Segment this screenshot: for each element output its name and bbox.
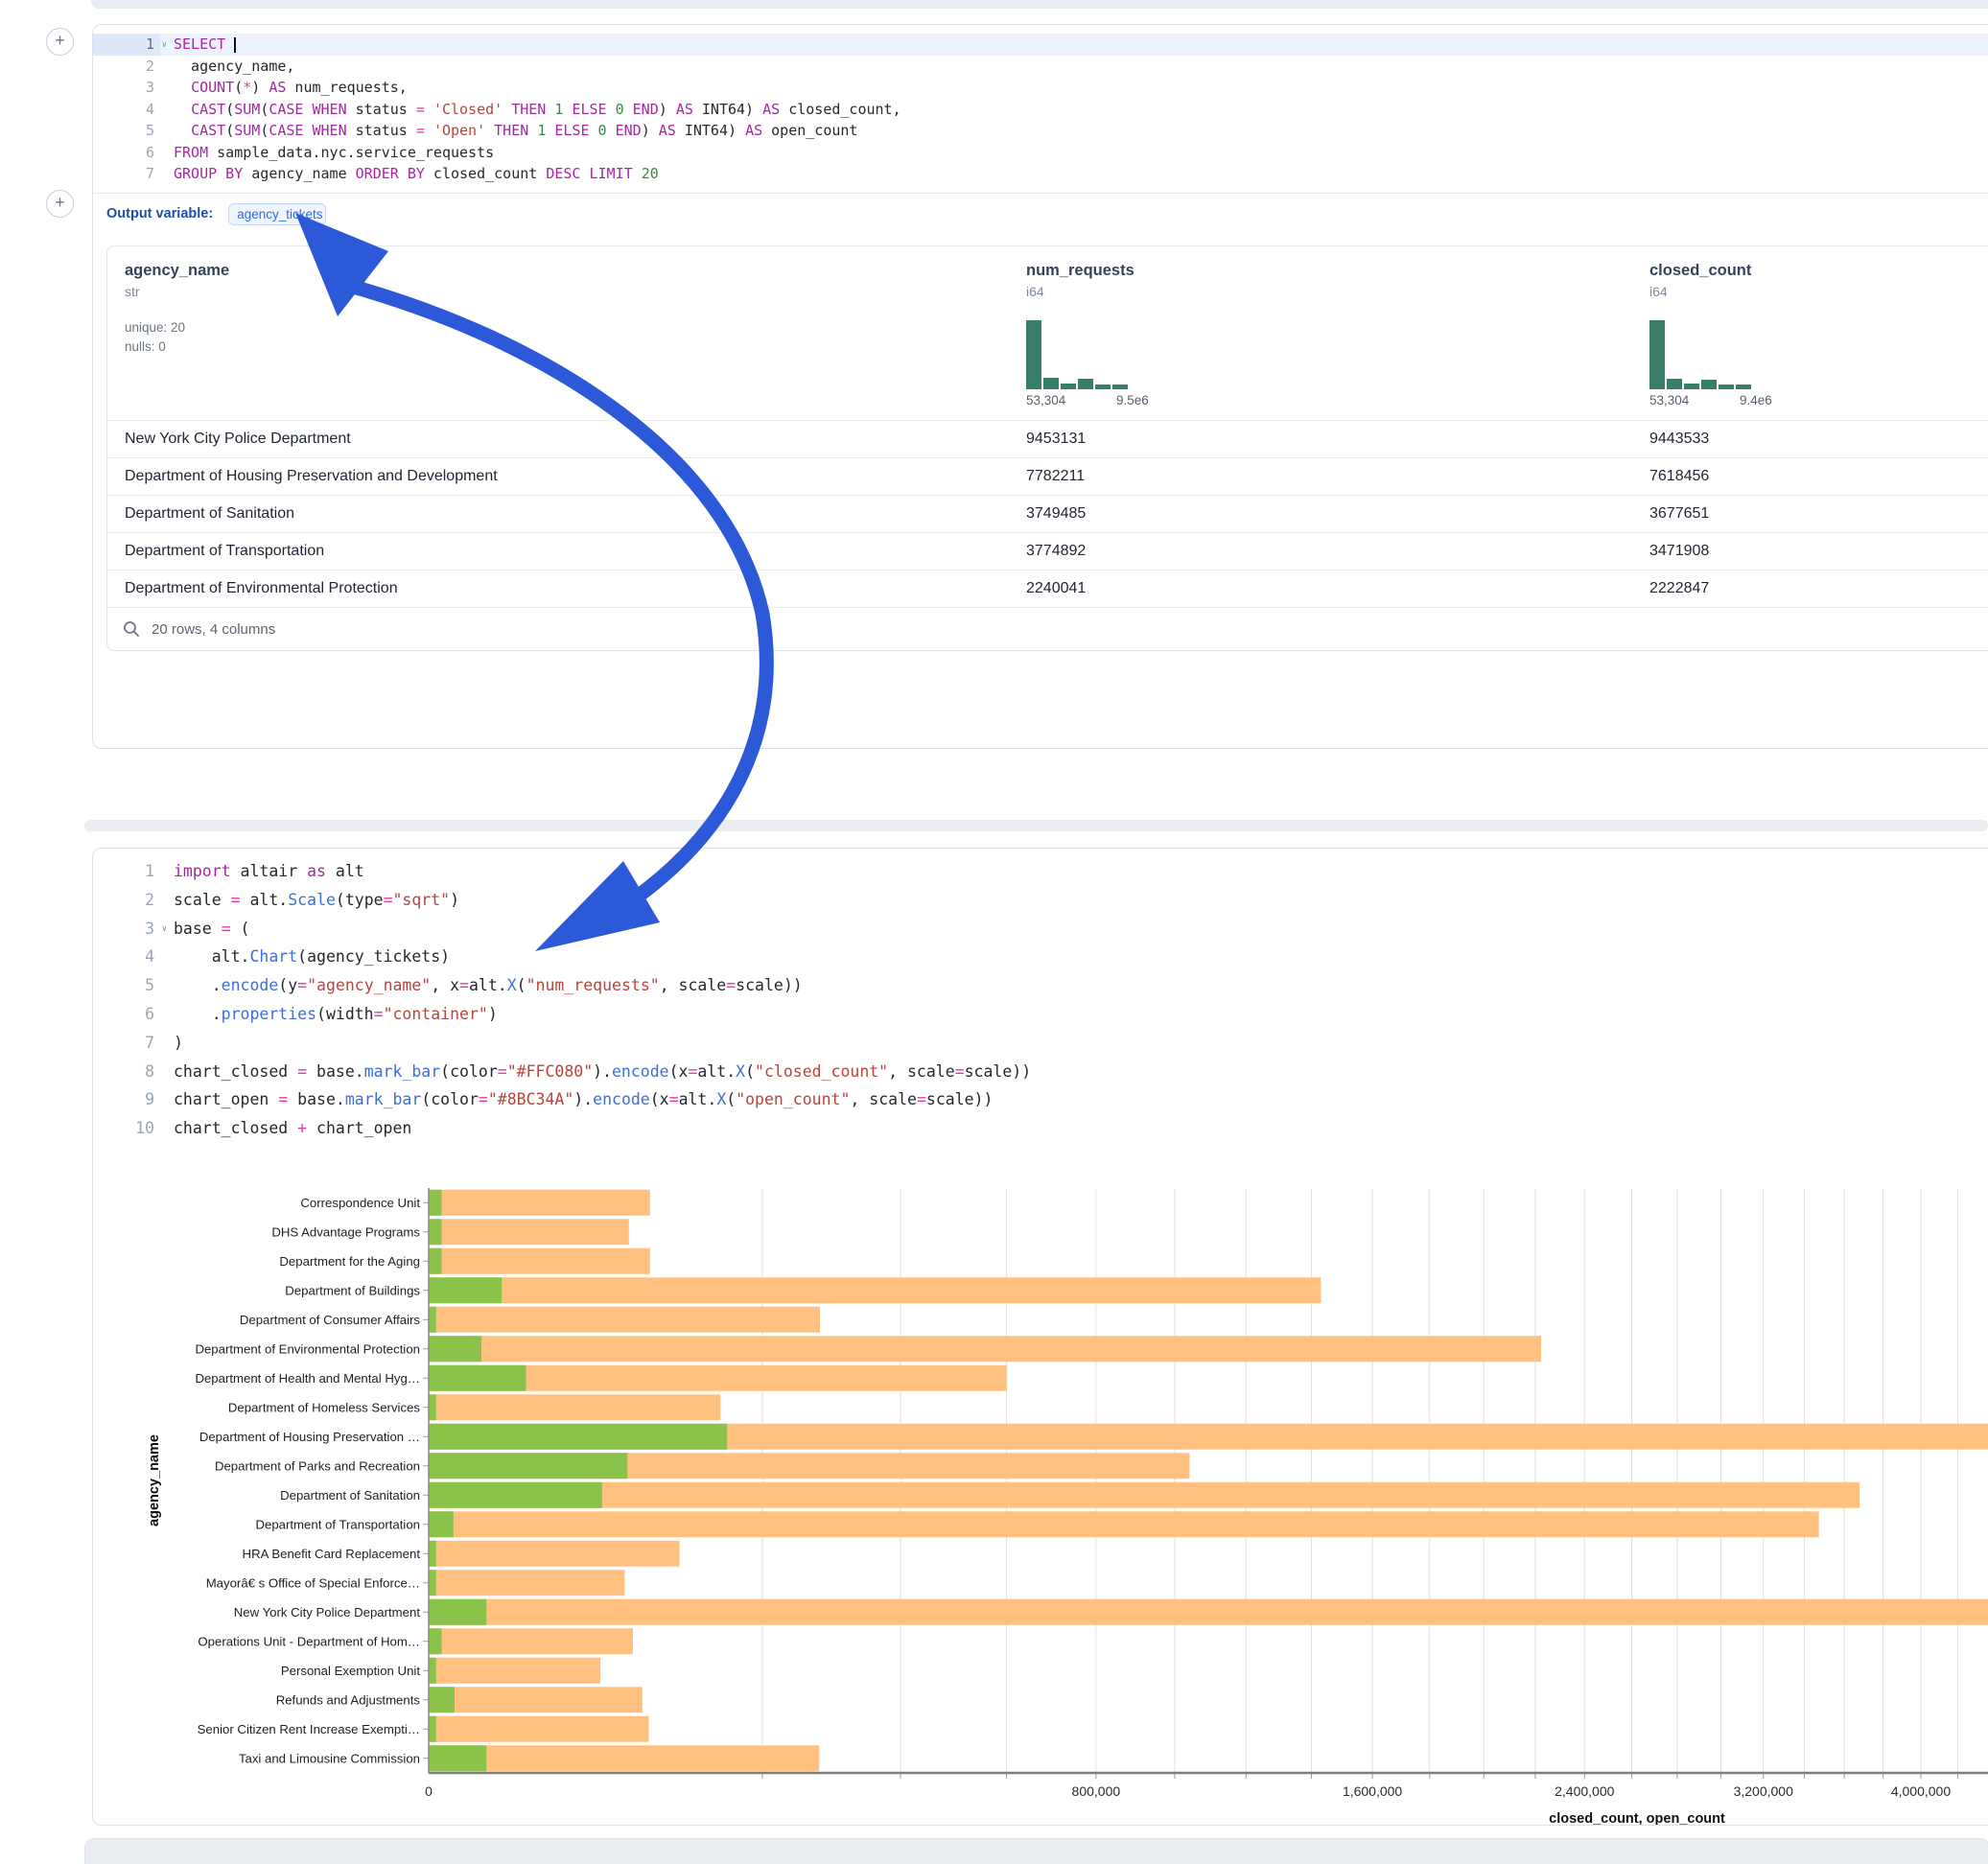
code-line[interactable]: 2 agency_name, xyxy=(93,56,1988,78)
code-line[interactable]: 6 .properties(width="container") xyxy=(93,1000,1988,1029)
output-variable-label: Output variable: xyxy=(106,206,213,221)
column-histogram xyxy=(1649,320,1988,389)
svg-text:Department of Consumer Affairs: Department of Consumer Affairs xyxy=(240,1313,421,1327)
column-type: str xyxy=(125,284,1009,299)
column-header[interactable]: agency_namestr unique: 20nulls: 0 xyxy=(107,246,1009,421)
svg-text:DHS Advantage Programs: DHS Advantage Programs xyxy=(271,1224,420,1239)
svg-text:Taxi and Limousine Commission: Taxi and Limousine Commission xyxy=(239,1751,420,1765)
add-cell-button-output[interactable]: + xyxy=(46,190,74,218)
svg-text:Department of Environmental Pr: Department of Environmental Protection xyxy=(195,1341,420,1356)
code-line[interactable]: 3∨base = ( xyxy=(93,915,1988,944)
svg-text:agency_name: agency_name xyxy=(147,1434,162,1526)
histogram-range-labels: 53,3049.5e6 xyxy=(1026,393,1199,410)
collapse-caret-icon[interactable]: ∨ xyxy=(162,916,167,944)
python-cell: 1import altair as alt2scale = alt.Scale(… xyxy=(92,848,1988,1826)
column-histogram xyxy=(1026,320,1632,389)
python-editor[interactable]: 1import altair as alt2scale = alt.Scale(… xyxy=(93,849,1988,1143)
table-row[interactable]: Department of Housing Preservation and D… xyxy=(107,458,1988,496)
svg-text:New York City Police Departmen: New York City Police Department xyxy=(234,1605,421,1619)
code-line[interactable]: 2scale = alt.Scale(type="sqrt") xyxy=(93,886,1988,915)
histogram-range-labels: 53,3049.4e6 xyxy=(1649,393,1822,410)
output-variable-row: Output variable: agency_tickets xyxy=(93,193,1988,234)
column-name: agency_name xyxy=(125,262,1009,280)
svg-text:Refunds and Adjustments: Refunds and Adjustments xyxy=(276,1692,421,1707)
svg-text:800,000: 800,000 xyxy=(1072,1783,1121,1799)
code-line[interactable]: 6FROM sample_data.nyc.service_requests xyxy=(93,142,1988,164)
column-type: i64 xyxy=(1026,284,1632,299)
svg-text:Department of Parks and Recrea: Department of Parks and Recreation xyxy=(215,1458,420,1473)
svg-text:3,200,000: 3,200,000 xyxy=(1734,1783,1793,1799)
column-header[interactable]: closed_count i64 53,3049.4e6 xyxy=(1632,246,1988,421)
svg-text:2,400,000: 2,400,000 xyxy=(1555,1783,1614,1799)
table-row[interactable]: Department of Environmental Protection22… xyxy=(107,571,1988,608)
svg-text:Correspondence Unit: Correspondence Unit xyxy=(300,1196,420,1210)
table-row[interactable]: Department of Sanitation37494853677651 xyxy=(107,496,1988,533)
code-line[interactable]: 3 COUNT(*) AS num_requests, xyxy=(93,77,1988,99)
code-line[interactable]: 7GROUP BY agency_name ORDER BY closed_co… xyxy=(93,163,1988,185)
code-line[interactable]: 1import altair as alt xyxy=(93,857,1988,886)
svg-text:Operations Unit - Department o: Operations Unit - Department of Hom… xyxy=(198,1634,420,1648)
chart-output: Correspondence Unit DHS Advantage Program… xyxy=(93,1165,1988,1825)
code-line[interactable]: 8chart_closed = base.mark_bar(color="#FF… xyxy=(93,1058,1988,1086)
sql-cell: 1∨SELECT 2 agency_name,3 COUNT(*) AS num… xyxy=(92,24,1988,749)
svg-text:Department of Health and Menta: Department of Health and Mental Hyg… xyxy=(195,1371,420,1386)
column-type: i64 xyxy=(1649,284,1988,299)
column-name: closed_count xyxy=(1649,262,1988,280)
svg-text:Personal Exemption Unit: Personal Exemption Unit xyxy=(281,1664,420,1678)
code-line[interactable]: 9chart_open = base.mark_bar(color="#8BC3… xyxy=(93,1085,1988,1114)
row-column-count: 20 rows, 4 columns xyxy=(152,621,275,638)
column-name: num_requests xyxy=(1026,262,1632,280)
sql-editor[interactable]: 1∨SELECT 2 agency_name,3 COUNT(*) AS num… xyxy=(93,25,1988,185)
search-icon[interactable] xyxy=(123,620,140,638)
dataframe-footer: 20 rows, 4 columns xyxy=(107,607,1988,650)
code-line[interactable]: 7) xyxy=(93,1029,1988,1058)
code-line[interactable]: 4 CAST(SUM(CASE WHEN status = 'Closed' T… xyxy=(93,99,1988,121)
text-cursor xyxy=(234,37,236,53)
code-line[interactable]: 10chart_closed + chart_open xyxy=(93,1114,1988,1143)
svg-text:0: 0 xyxy=(425,1783,433,1799)
svg-text:1,600,000: 1,600,000 xyxy=(1343,1783,1402,1799)
collapse-caret-icon[interactable]: ∨ xyxy=(162,35,167,57)
notebook-page: { "sql_cell": { "lines": [ {"n":"1","car… xyxy=(0,0,1988,1864)
svg-text:Department for the Aging: Department for the Aging xyxy=(279,1254,420,1269)
dataframe-table[interactable]: agency_namestrunique: 20nulls: 0num_requ… xyxy=(107,246,1988,607)
add-cell-button-top[interactable]: + xyxy=(46,28,74,56)
table-row[interactable]: Department of Transportation377489234719… xyxy=(107,533,1988,571)
code-line[interactable]: 5 CAST(SUM(CASE WHEN status = 'Open' THE… xyxy=(93,120,1988,142)
bar-chart[interactable]: Correspondence Unit DHS Advantage Program… xyxy=(93,1165,1988,1825)
column-header[interactable]: num_requests i64 53,3049.5e6 xyxy=(1009,246,1632,421)
svg-text:Department of Sanitation: Department of Sanitation xyxy=(280,1488,420,1503)
svg-text:HRA Benefit Card Replacement: HRA Benefit Card Replacement xyxy=(243,1547,421,1561)
svg-text:Department of Homeless Service: Department of Homeless Services xyxy=(228,1400,420,1414)
svg-text:4,000,000: 4,000,000 xyxy=(1891,1783,1951,1799)
svg-text:Mayorâ€ s Office of Special En: Mayorâ€ s Office of Special Enforce… xyxy=(206,1575,420,1590)
code-line[interactable]: 1∨SELECT xyxy=(93,34,1988,56)
svg-text:Department of Housing Preserva: Department of Housing Preservation … xyxy=(199,1430,420,1444)
table-row[interactable]: New York City Police Department945313194… xyxy=(107,421,1988,458)
svg-text:Senior Citizen Rent Increase E: Senior Citizen Rent Increase Exempti… xyxy=(198,1722,420,1736)
dataframe-card: agency_namestrunique: 20nulls: 0num_requ… xyxy=(106,245,1988,651)
column-stats: unique: 20nulls: 0 xyxy=(125,318,1009,357)
code-line[interactable]: 4 alt.Chart(agency_tickets) xyxy=(93,943,1988,971)
svg-text:closed_count, open_count: closed_count, open_count xyxy=(1549,1811,1725,1825)
cell-divider[interactable] xyxy=(84,820,1988,831)
svg-text:Department of Transportation: Department of Transportation xyxy=(255,1517,420,1531)
next-cell-stub xyxy=(84,1838,1988,1864)
svg-text:Department of Buildings: Department of Buildings xyxy=(285,1283,420,1297)
output-variable-pill[interactable]: agency_tickets xyxy=(228,203,326,225)
code-line[interactable]: 5 .encode(y="agency_name", x=alt.X("num_… xyxy=(93,971,1988,1000)
previous-cell-stub xyxy=(91,0,1988,9)
